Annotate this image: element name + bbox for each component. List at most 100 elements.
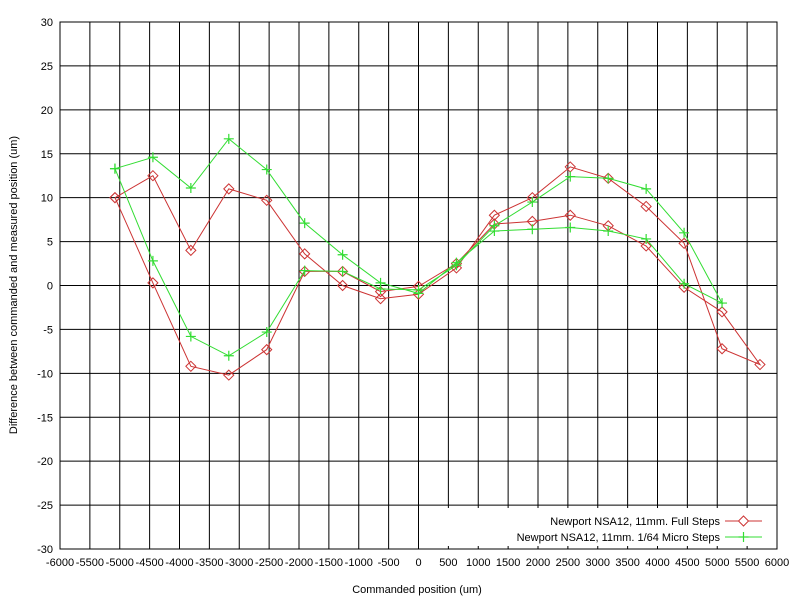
x-tick-label: -5500 [76,557,104,569]
data-point-plus [679,227,690,238]
plot-border [59,21,778,550]
data-point-diamond [298,248,311,260]
x-tick-label: 0 [415,557,421,569]
data-point-diamond [640,240,652,252]
x-tick-label: 5500 [735,557,759,569]
series-1 [109,133,728,361]
y-axis-label: Difference between commanded and measure… [8,136,20,434]
data-point-plus [451,260,462,271]
x-tick-label: -4500 [136,557,164,569]
data-point-diamond [488,209,501,221]
data-point-plus [679,278,690,289]
data-point-diamond [261,343,273,356]
x-tick-label: -1500 [315,557,343,569]
data-point-diamond [564,209,576,221]
x-tick-label: -3000 [225,557,253,569]
data-point-diamond [754,358,766,371]
data-point-plus [375,284,386,295]
y-tick-label: 15 [41,149,53,161]
data-point-plus [299,265,310,276]
x-tick-label: 1500 [496,557,520,569]
data-point-diamond [147,170,159,182]
y-tick-label: -25 [37,500,53,512]
y-tick-label: 30 [41,17,53,29]
x-tick-label: 4000 [645,557,669,569]
x-tick-label: 1000 [466,557,490,569]
data-point-plus [565,222,576,233]
series-layer [109,133,766,381]
data-point-plus [337,249,348,260]
y-tick-label: -20 [37,456,53,468]
data-point-plus [641,183,652,194]
x-tick-label: 4500 [675,557,699,569]
data-point-diamond [678,237,690,250]
data-point-plus [603,226,614,237]
y-tick-label: 5 [47,237,53,249]
tick-labels: -6000 -5500 -5000 -4500 -4000 -3500 -3000 -2500… [37,17,789,569]
x-tick-label: -2000 [285,557,313,569]
data-point-diamond [147,277,159,289]
x-tick-label: 500 [439,557,457,569]
data-point-plus [223,350,234,361]
legend-marker-diamond [737,515,750,527]
x-tick-label: -4000 [165,557,193,569]
data-point-plus [147,255,158,266]
x-tick-label: 3000 [586,557,610,569]
x-tick-label: -500 [378,557,400,569]
x-axis-label: Commanded position (um) [352,584,482,596]
data-point-plus [261,327,272,338]
data-point-diamond [185,360,197,373]
data-point-plus [147,152,158,163]
data-point-diamond [716,343,728,355]
data-point-diamond [374,292,387,305]
legend-marker-plus [738,532,749,542]
data-point-diamond [109,191,121,204]
data-point-diamond [336,279,349,292]
x-tick-label: 5000 [705,557,729,569]
data-point-plus [565,171,576,182]
x-tick-label: 2500 [556,557,580,569]
x-tick-label: -6000 [46,557,74,569]
x-tick-label: -2500 [255,557,283,569]
legend-box [440,508,774,546]
y-tick-label: -5 [43,324,53,336]
data-point-diamond [223,183,235,195]
x-tick-label: -3500 [195,557,223,569]
y-tick-label: 20 [41,105,53,117]
x-tick-label: -1000 [345,557,373,569]
y-tick-label: 25 [41,61,53,73]
x-tick-label: -5000 [106,557,134,569]
data-point-diamond [640,200,652,213]
y-tick-label: 0 [47,281,53,293]
data-point-diamond [450,262,463,274]
data-point-plus [223,133,234,144]
x-tick-label: 6000 [765,557,789,569]
data-point-plus [527,197,538,208]
legend-label-0: Newport NSA12, 11mm. Full Steps [550,516,720,528]
data-point-diamond [298,265,311,278]
data-point-diamond [716,306,728,318]
data-point-plus [185,331,196,342]
data-point-plus [299,218,310,229]
data-point-plus [337,266,348,277]
series-0 [109,161,766,381]
data-point-plus [185,183,196,194]
data-point-diamond [223,369,235,381]
data-point-plus [603,173,614,184]
data-point-plus [527,224,538,235]
data-point-plus [641,233,652,244]
data-point-plus [489,220,500,231]
x-tick-label: 3500 [615,557,639,569]
y-tick-label: -15 [37,412,53,424]
legend: Newport NSA12, 11mm. Full Steps Newport … [440,508,774,546]
data-point-diamond [261,194,273,207]
data-point-diamond [185,244,197,257]
data-point-diamond [374,285,387,298]
y-tick-label: -10 [37,368,53,380]
data-point-plus [413,284,424,295]
legend-label-1: Newport NSA12, 11mm. 1/64 Micro Steps [517,532,721,544]
data-point-plus [717,298,728,309]
data-point-plus [261,164,272,175]
x-tick-label: 2000 [526,557,550,569]
